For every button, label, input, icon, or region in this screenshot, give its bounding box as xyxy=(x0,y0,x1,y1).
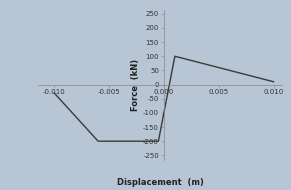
X-axis label: Displacement  (m): Displacement (m) xyxy=(117,178,203,187)
Y-axis label: Force  (kN): Force (kN) xyxy=(131,59,140,111)
